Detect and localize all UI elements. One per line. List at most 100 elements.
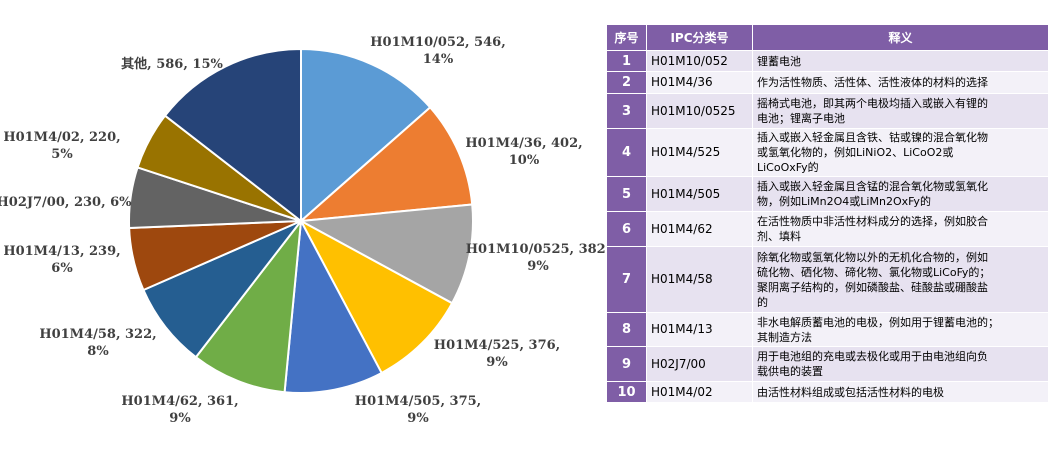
slice-label-line: 9% bbox=[486, 355, 508, 370]
slice-label-line: 5% bbox=[51, 147, 73, 162]
slice-label: H01M4/02, 220, 5% bbox=[3, 130, 120, 162]
slice-label: H01M4/525, 376, 9% bbox=[434, 338, 560, 370]
description-line: 物，例如LiMn2O4或LiMn2OxFy的 bbox=[757, 195, 931, 208]
slice-label: H01M4/505, 375, 9% bbox=[355, 394, 481, 426]
description-line: 的 bbox=[757, 295, 768, 309]
description-line: 作为活性物质、活性体、活性液体的材料的选择 bbox=[757, 76, 988, 89]
pie-slice bbox=[298, 105, 474, 223]
row-description: 插入或嵌入轻金属且含铁、钴或镍的混合氧化物 或氢氧化物的，例如LiNiO2、LiC… bbox=[752, 128, 1049, 177]
row-description: 由活性材料组成或包括活性材料的电极 bbox=[752, 381, 1049, 403]
row-number: 9 bbox=[606, 346, 647, 382]
row-ipc-code: H01M4/36 bbox=[646, 71, 753, 94]
slice-label-line: H01M4/505, 375, bbox=[355, 394, 481, 409]
row-description: 在活性物质中非活性材料成分的选择，例如胶合 剂、填料 bbox=[752, 211, 1049, 247]
description-line: 非水电解质蓄电池的电极，例如用于锂蓄电池的； bbox=[757, 315, 999, 329]
header-no: 序号 bbox=[606, 24, 647, 51]
table-row: 6 H01M4/62 在活性物质中非活性材料成分的选择，例如胶合 剂、填料 bbox=[606, 211, 1049, 247]
pie-slice bbox=[300, 47, 432, 224]
description-line: 剂、填料 bbox=[757, 230, 801, 243]
description-line: 载供电的装置 bbox=[757, 365, 823, 378]
slice-label-line: 9% bbox=[169, 411, 191, 426]
slice-label: 其他, 586, 15% bbox=[121, 56, 223, 72]
row-number: 1 bbox=[606, 50, 647, 72]
slice-label: H02J7/00, 230, 6% bbox=[0, 195, 132, 210]
slice-label: H01M4/62, 361, 9% bbox=[121, 394, 238, 426]
row-description: 非水电解质蓄电池的电极，例如用于锂蓄电池的； 其制造方法 bbox=[752, 312, 1049, 347]
row-ipc-code: H01M4/58 bbox=[646, 246, 753, 313]
table-row: 1 H01M10/052 锂蓄电池 bbox=[606, 50, 1049, 72]
row-ipc-code: H01M10/0525 bbox=[646, 93, 753, 129]
description-line: 用于电池组的充电或去极化或用于由电池组向负 bbox=[757, 350, 988, 363]
row-number: 4 bbox=[606, 128, 647, 177]
table-row: 9 H02J7/00 用于电池组的充电或去极化或用于由电池组向负 载供电的装置 bbox=[606, 346, 1049, 382]
pie-labels: H01M10/052, 546, 14%H01M4/36, 402, 10%H01M… bbox=[0, 35, 606, 426]
pie-slice bbox=[298, 218, 454, 375]
row-number: 6 bbox=[606, 211, 647, 247]
row-ipc-code: H01M4/525 bbox=[646, 128, 753, 177]
slice-label: H01M4/58, 322, 8% bbox=[39, 327, 156, 359]
description-line: 其制造方法 bbox=[757, 330, 812, 344]
slice-label: H01M10/0525, 382, 9% bbox=[466, 242, 606, 274]
description-line: 硫化物、硒化物、碲化物、氯化物或LiCoFy的； bbox=[757, 265, 991, 279]
description-line: 或氢氧化物的，例如LiNiO2、LiCoO2或 bbox=[757, 146, 954, 159]
slice-label-line: H01M4/36, 402, bbox=[465, 136, 582, 151]
pie-slices bbox=[128, 47, 474, 394]
slice-label-line: 其他, 586, 15% bbox=[121, 56, 223, 72]
slice-label-line: 9% bbox=[407, 411, 429, 426]
row-ipc-code: H01M4/02 bbox=[646, 381, 753, 403]
row-description: 锂蓄电池 bbox=[752, 50, 1049, 72]
row-description: 摇椅式电池，即其两个电极均插入或嵌入有锂的 电池；锂离子电池 bbox=[752, 93, 1049, 129]
description-line: 电池；锂离子电池 bbox=[757, 112, 845, 125]
row-ipc-code: H01M10/052 bbox=[646, 50, 753, 72]
row-number: 3 bbox=[606, 93, 647, 129]
pie-chart: H01M10/052, 546, 14%H01M4/36, 402, 10%H01M… bbox=[0, 35, 606, 426]
slice-label-line: 14% bbox=[423, 52, 454, 67]
header-desc: 释义 bbox=[752, 24, 1049, 51]
slice-label-line: H01M10/052, 546, bbox=[370, 35, 505, 50]
row-ipc-code: H02J7/00 bbox=[646, 346, 753, 382]
table-row: 4 H01M4/525 插入或嵌入轻金属且含铁、钴或镍的混合氧化物 或氢氧化物的，例如… bbox=[606, 128, 1049, 177]
ipc-table: 序号 IPC分类号 释义 1 H01M10/052 锂蓄电池 2 H01M4/36 作为活… bbox=[606, 24, 1049, 403]
slice-label-line: 10% bbox=[509, 153, 540, 168]
description-line: 由活性材料组成或包括活性材料的电极 bbox=[757, 385, 944, 399]
description-line: 插入或嵌入轻金属且含铁、钴或镍的混合氧化物 bbox=[757, 131, 988, 144]
row-number: 2 bbox=[606, 71, 647, 94]
slice-label-line: 9% bbox=[527, 259, 549, 274]
slice-label-line: H01M4/02, 220, bbox=[3, 130, 120, 145]
slice-label-line: H01M4/525, 376, bbox=[434, 338, 560, 353]
description-line: 聚阴离子结构的，例如磷酸盐、硅酸盐或硼酸盐 bbox=[757, 280, 988, 294]
row-ipc-code: H01M4/62 bbox=[646, 211, 753, 247]
slice-label: H01M4/36, 402, 10% bbox=[465, 136, 582, 168]
row-description: 作为活性物质、活性体、活性液体的材料的选择 bbox=[752, 71, 1049, 94]
slice-label-line: H01M4/62, 361, bbox=[121, 394, 238, 409]
slice-label-line: 6% bbox=[51, 261, 73, 276]
row-number: 5 bbox=[606, 176, 647, 212]
table-row: 7 H01M4/58 除氧化物或氢氧化物以外的无机化合物的，例如 硫化物、硒化物、碲化… bbox=[606, 246, 1049, 313]
table-row: 3 H01M10/0525 摇椅式电池，即其两个电极均插入或嵌入有锂的 电池；锂离子电… bbox=[606, 93, 1049, 129]
pie-slice bbox=[194, 217, 303, 394]
row-number: 7 bbox=[606, 246, 647, 313]
pie-slice bbox=[163, 47, 302, 224]
slice-label-line: H01M4/58, 322, bbox=[39, 327, 156, 342]
table-row: 2 H01M4/36 作为活性物质、活性体、活性液体的材料的选择 bbox=[606, 71, 1049, 94]
description-line: 除氧化物或氢氧化物以外的无机化合物的，例如 bbox=[757, 250, 988, 264]
description-line: 在活性物质中非活性材料成分的选择，例如胶合 bbox=[757, 215, 988, 228]
row-description: 除氧化物或氢氧化物以外的无机化合物的，例如 硫化物、硒化物、碲化物、氯化物或LiC… bbox=[752, 246, 1049, 313]
slice-label-line: H02J7/00, 230, 6% bbox=[0, 195, 132, 210]
header-ipc: IPC分类号 bbox=[646, 24, 753, 51]
slice-label: H01M10/052, 546, 14% bbox=[370, 35, 505, 67]
description-line: 摇椅式电池，即其两个电极均插入或嵌入有锂的 bbox=[757, 97, 988, 110]
pie-slice bbox=[297, 203, 474, 305]
row-description: 插入或嵌入轻金属且含锰的混合氧化物或氢氧化 物，例如LiMn2O4或LiMn2Ox… bbox=[752, 176, 1049, 212]
table-row: 8 H01M4/13 非水电解质蓄电池的电极，例如用于锂蓄电池的； 其制造方法 bbox=[606, 312, 1049, 347]
row-number: 10 bbox=[606, 381, 647, 403]
slice-label-line: H01M4/13, 239, bbox=[3, 244, 120, 259]
pie-slice bbox=[283, 217, 383, 394]
row-ipc-code: H01M4/505 bbox=[646, 176, 753, 212]
row-description: 用于电池组的充电或去极化或用于由电池组向负 载供电的装置 bbox=[752, 346, 1049, 382]
slice-label-line: 8% bbox=[87, 344, 109, 359]
description-line: LiCoOxFy的 bbox=[757, 161, 819, 174]
table-row: 5 H01M4/505 插入或嵌入轻金属且含锰的混合氧化物或氢氧化 物，例如LiMn2… bbox=[606, 176, 1049, 212]
slice-label: H01M4/13, 239, 6% bbox=[3, 244, 120, 276]
table-row: 10 H01M4/02 由活性材料组成或包括活性材料的电极 bbox=[606, 381, 1049, 403]
